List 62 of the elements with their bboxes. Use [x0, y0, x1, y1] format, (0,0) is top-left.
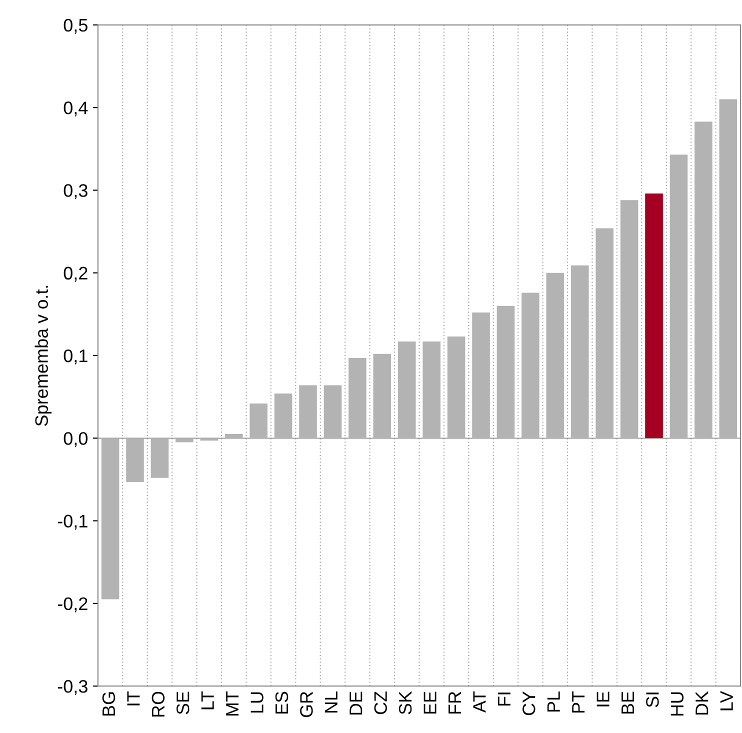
bar: [398, 341, 416, 438]
y-tick-label: 0,2: [64, 266, 88, 282]
y-tick-label: 0,0: [64, 432, 88, 448]
bar: [200, 438, 218, 441]
y-tick-label: -0,2: [58, 597, 88, 612]
x-tick-label: NL: [324, 692, 338, 713]
x-tick-label: DK: [696, 691, 708, 715]
bar: [224, 434, 243, 438]
bar: [176, 438, 194, 442]
x-tick-label: BG: [102, 692, 116, 716]
y-tick-label: -0,3: [58, 680, 88, 695]
bar: [472, 312, 490, 438]
x-tick-label: SK: [398, 691, 412, 714]
x-tick-label: LU: [250, 692, 264, 713]
bar: [620, 200, 638, 438]
x-tick-label: ES: [275, 692, 288, 714]
bar: [645, 194, 663, 438]
x-tick-label: RO: [152, 692, 165, 717]
bar: [670, 154, 688, 438]
bar: [250, 403, 268, 438]
x-tick-label: DE: [350, 692, 362, 715]
x-tick-label: EE: [424, 692, 436, 714]
x-tick-label: SE: [176, 692, 190, 714]
y-tick-label: 0,3: [64, 184, 88, 200]
x-tick-label: IE: [596, 692, 610, 706]
bar: [324, 385, 342, 438]
bar: [274, 394, 292, 438]
x-tick-label: LT: [201, 691, 214, 710]
y-tick-label: 0,1: [64, 349, 88, 364]
x-tick-label: AT: [473, 691, 486, 713]
x-tick-label: FI: [498, 692, 510, 706]
x-tick-label: HU: [670, 692, 684, 716]
x-tick-label: GR: [300, 692, 313, 718]
bar: [447, 336, 466, 438]
x-tick-label: PT: [572, 691, 585, 713]
bar: [150, 438, 169, 478]
bar: [496, 306, 515, 438]
y-axis-title: Sprememba v o.t.: [34, 286, 52, 426]
x-tick-label: LV: [720, 691, 733, 710]
x-tick-label: CZ: [374, 692, 388, 714]
bar: [719, 99, 738, 438]
x-tick-label: CY: [522, 691, 536, 716]
bar: [546, 272, 564, 438]
x-tick-label: MT: [226, 691, 239, 716]
y-tick-label: 0,5: [64, 18, 88, 34]
bar: [522, 292, 540, 438]
x-tick-label: FR: [448, 692, 461, 714]
bar: [299, 385, 317, 438]
x-tick-label: SI: [646, 692, 659, 708]
x-tick-label: IT: [127, 691, 140, 706]
y-tick-label: -0,1: [58, 514, 88, 530]
bar: [126, 438, 144, 482]
bar: [348, 358, 366, 438]
x-tick-label: PL: [547, 692, 560, 712]
bar: [422, 341, 440, 438]
y-tick-label: 0,4: [64, 102, 88, 116]
bar: [373, 354, 392, 438]
x-tick-label: BE: [622, 692, 634, 714]
bar: [101, 438, 120, 600]
bar: [596, 228, 614, 438]
bar: [694, 122, 712, 438]
bar: [570, 265, 589, 438]
